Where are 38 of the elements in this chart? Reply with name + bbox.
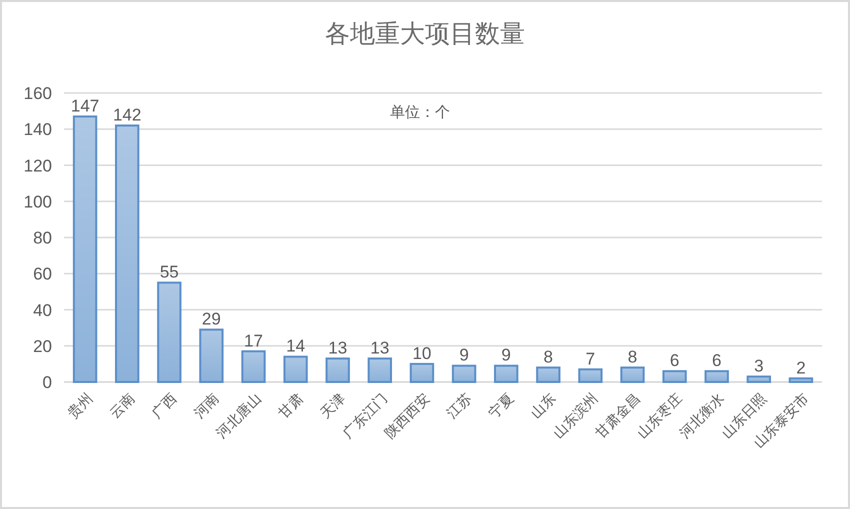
- data-label: 142: [112, 106, 142, 125]
- x-tick-label: 甘肃: [276, 390, 307, 422]
- data-label: 9: [459, 346, 469, 365]
- data-label: 13: [370, 338, 390, 358]
- data-label: 6: [670, 351, 680, 370]
- data-label: 6: [712, 351, 722, 370]
- data-label: 55: [160, 262, 179, 282]
- y-tick-label: 160: [24, 84, 52, 103]
- x-tick-label: 山东: [528, 390, 560, 422]
- data-label: 2: [796, 358, 806, 378]
- x-tick-label: 天津: [318, 390, 349, 422]
- x-tick-label: 广西: [149, 390, 180, 422]
- y-tick-label: 40: [33, 300, 52, 320]
- data-label: 8: [628, 348, 638, 367]
- x-tick-label: 贵州: [64, 390, 96, 422]
- data-label: 14: [286, 336, 306, 356]
- x-tick-label: 河南: [191, 390, 222, 422]
- x-tick-label: 江苏: [444, 390, 476, 422]
- data-label: 13: [328, 338, 348, 358]
- data-label: 29: [202, 310, 221, 329]
- y-tick-label: 100: [24, 192, 52, 212]
- chart-title: 各地重大项目数量: [325, 21, 525, 48]
- annotation: 单位：个: [390, 104, 450, 121]
- y-tick-label: 20: [33, 336, 52, 356]
- data-label: 8: [544, 348, 554, 367]
- data-label: 3: [754, 356, 764, 376]
- y-tick-label: 80: [33, 228, 52, 248]
- y-tick-label: 140: [24, 120, 52, 140]
- y-tick-label: 120: [24, 156, 52, 176]
- data-label: 17: [244, 331, 263, 350]
- x-tick-label: 宁夏: [486, 390, 518, 422]
- x-tick-label: 云南: [107, 390, 138, 422]
- y-tick-label: 60: [33, 264, 52, 284]
- y-tick-label: 0: [42, 373, 52, 392]
- data-label: 10: [412, 344, 432, 363]
- data-label: 9: [501, 346, 511, 365]
- data-label: 7: [586, 349, 596, 368]
- data-label: 147: [70, 96, 100, 116]
